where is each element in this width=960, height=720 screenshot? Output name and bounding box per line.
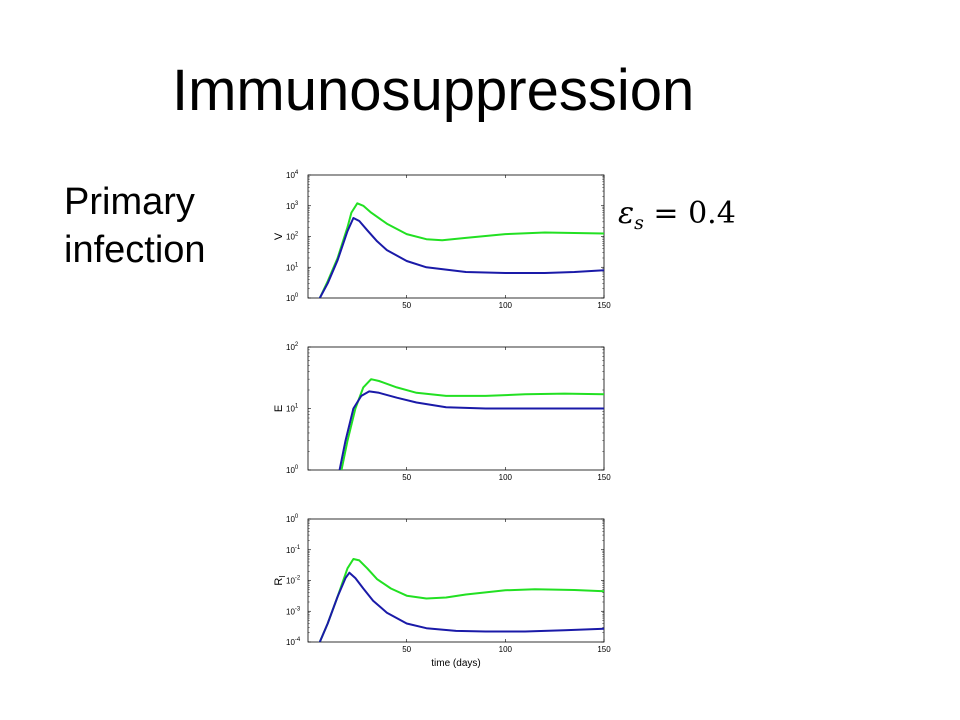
y-tick-label: 101 [286, 262, 299, 272]
x-tick-label: 100 [499, 645, 513, 654]
y-tick-label: 10-3 [286, 606, 301, 616]
x-tick-label: 150 [597, 473, 611, 482]
equation: εs = 0.4 [618, 196, 736, 234]
y-tick-exponent: 0 [295, 465, 299, 471]
y-tick-label: 102 [286, 232, 299, 242]
equation-rhs: = 0.4 [643, 196, 736, 231]
y-tick-exponent: 1 [295, 262, 299, 268]
side-label-line1: Primary [64, 181, 195, 223]
series-line-green [318, 558, 604, 642]
series-line-green [318, 202, 604, 298]
y-tick-exponent: -1 [295, 545, 301, 551]
y-tick-exponent: 0 [295, 293, 299, 299]
slide-title: Immunosuppression [172, 58, 695, 123]
y-tick-exponent: -4 [295, 637, 301, 643]
y-tick-label: 100 [286, 465, 299, 475]
y-tick-label: 100 [286, 293, 299, 303]
y-tick-exponent: 1 [295, 404, 299, 410]
series-line-blue [318, 217, 604, 298]
y-tick-label: 103 [286, 201, 299, 211]
series-line-blue [318, 571, 604, 642]
y-axis-label: E [273, 405, 285, 412]
series-line-green [340, 378, 604, 470]
y-tick-label: 10-4 [286, 637, 301, 647]
y-axis-label-subscript: I [278, 575, 287, 577]
axes-frame-2 [307, 518, 605, 643]
x-tick-label: 150 [597, 301, 611, 310]
y-tick-label: 100 [286, 514, 299, 524]
y-tick-exponent: 2 [295, 342, 299, 348]
x-tick-label: 100 [499, 301, 513, 310]
x-axis-label: time (days) [431, 658, 480, 669]
y-tick-label: 10-2 [286, 576, 301, 586]
y-tick-exponent: 2 [295, 232, 299, 238]
y-tick-exponent: 0 [295, 514, 299, 520]
y-tick-label: 104 [286, 170, 299, 180]
side-label-line2: infection [64, 229, 206, 271]
x-tick-label: 50 [402, 645, 411, 654]
y-axis-label: RI [273, 575, 287, 585]
x-tick-label: 100 [499, 473, 513, 482]
y-tick-exponent: 4 [295, 170, 299, 176]
axes-frame-0 [307, 174, 605, 299]
x-tick-label: 150 [597, 645, 611, 654]
y-tick-label: 10-1 [286, 545, 301, 555]
y-axis-label: V [273, 232, 285, 240]
y-tick-label: 102 [286, 342, 299, 352]
x-tick-label: 50 [402, 301, 411, 310]
side-label: Primary infection [64, 178, 206, 274]
y-tick-exponent: -3 [295, 606, 301, 612]
y-tick-label: 101 [286, 404, 299, 414]
equation-subscript: s [634, 212, 644, 234]
x-tick-label: 50 [402, 473, 411, 482]
y-tick-exponent: -2 [295, 576, 301, 582]
series-line-blue [338, 390, 604, 470]
y-tick-exponent: 3 [295, 201, 299, 207]
equation-symbol: ε [618, 196, 635, 231]
